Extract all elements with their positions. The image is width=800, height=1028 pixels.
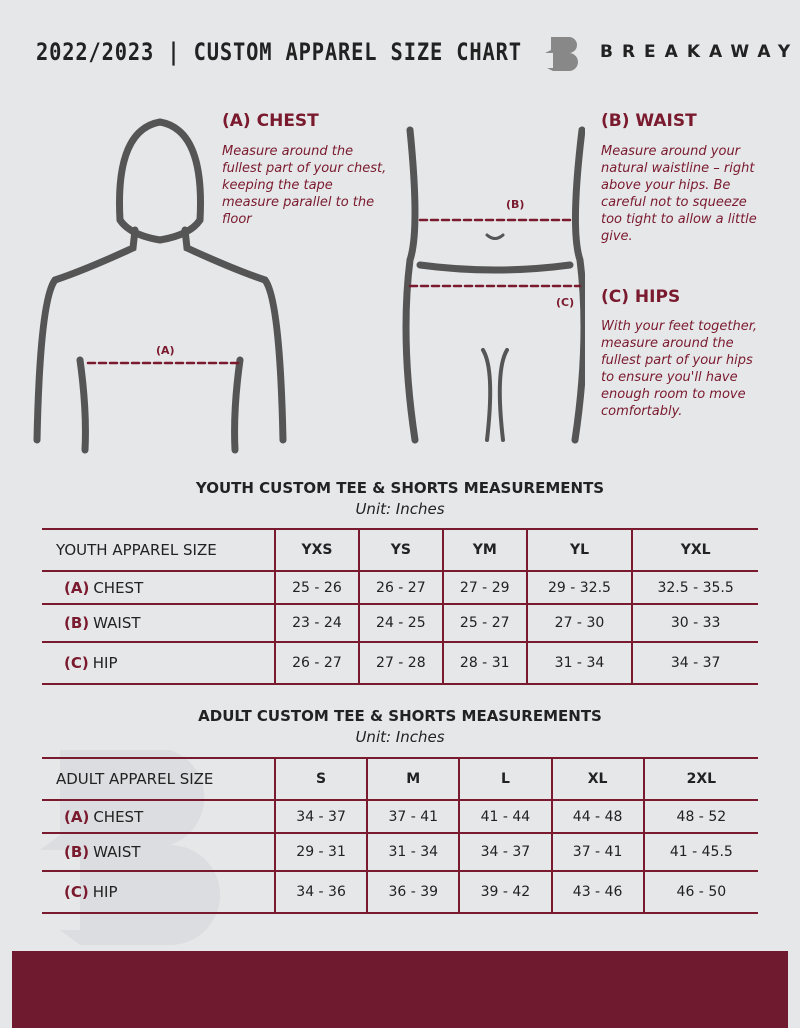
table-cell: 34 - 37 bbox=[273, 799, 368, 834]
table-cell: 31 - 34 bbox=[525, 641, 633, 685]
header-row: ADULT APPAREL SIZE S M L XL 2XL bbox=[42, 757, 758, 801]
row-letter: (C) bbox=[64, 654, 89, 672]
table-cell: 41 - 45.5 bbox=[642, 832, 758, 872]
table-row: (A) CHEST 34 - 37 37 - 41 41 - 44 44 - 48 48 -… bbox=[42, 799, 758, 834]
row-label: (C) HIP bbox=[42, 870, 275, 914]
brand-name: BREAKAWAY bbox=[600, 42, 800, 62]
table-cell: 27 - 29 bbox=[441, 570, 527, 605]
footer-bar bbox=[12, 951, 788, 1028]
chest-heading: (A) CHEST bbox=[222, 111, 319, 131]
table-cell: 32.5 - 35.5 bbox=[631, 570, 758, 605]
row-name: HIP bbox=[92, 654, 118, 672]
table-cell: 25 - 26 bbox=[274, 570, 359, 605]
row-label: (C) HIP bbox=[42, 641, 275, 685]
size-header: YXL bbox=[631, 528, 758, 572]
size-header: YM bbox=[441, 528, 527, 572]
waist-marker: (B) bbox=[506, 198, 525, 211]
size-header: XL bbox=[550, 757, 644, 801]
waist-heading: (B) WAIST bbox=[601, 111, 697, 131]
table-row: (B) WAIST 29 - 31 31 - 34 34 - 37 37 - 41 41 -… bbox=[42, 832, 758, 872]
table-cell: 29 - 31 bbox=[273, 832, 368, 872]
table-cell: 37 - 41 bbox=[550, 832, 644, 872]
table-cell: 30 - 33 bbox=[631, 603, 758, 643]
hips-marker: (C) bbox=[556, 296, 575, 309]
waist-instructions: Measure around your natural waistline – … bbox=[601, 144, 757, 244]
row-letter: (A) bbox=[64, 578, 90, 597]
youth-unit: Unit: Inches bbox=[355, 500, 445, 518]
row-letter: (B) bbox=[64, 843, 90, 861]
table-cell: 23 - 24 bbox=[274, 603, 359, 643]
size-header: M bbox=[366, 757, 460, 801]
row-name: HIP bbox=[92, 883, 118, 901]
table-cell: 31 - 34 bbox=[366, 832, 460, 872]
chest-marker: (A) bbox=[156, 344, 175, 357]
row-name: CHEST bbox=[93, 807, 144, 826]
size-header: YXS bbox=[274, 528, 359, 572]
adult-table-title: ADULT CUSTOM TEE & SHORTS MEASUREMENTS bbox=[198, 707, 602, 725]
youth-table-title: YOUTH CUSTOM TEE & SHORTS MEASUREMENTS bbox=[195, 479, 605, 497]
size-header: YL bbox=[525, 528, 633, 572]
table-cell: 43 - 46 bbox=[550, 870, 644, 914]
table-row: (A) CHEST 25 - 26 26 - 27 27 - 29 29 - 32.5 32… bbox=[42, 570, 758, 605]
table-row: (C) HIP 34 - 36 36 - 39 39 - 42 43 - 46 46 - 5… bbox=[42, 870, 758, 914]
table-cell: 28 - 31 bbox=[441, 641, 527, 685]
header-row: YOUTH APPAREL SIZE YXS YS YM YL YXL bbox=[42, 528, 758, 572]
adult-size-table: ADULT APPAREL SIZE S M L XL 2XL (A) CHEST 34 - 3… bbox=[42, 757, 758, 914]
row-label: (B) WAIST bbox=[42, 603, 275, 643]
size-label: YOUTH APPAREL SIZE bbox=[42, 528, 275, 572]
size-header: 2XL bbox=[642, 757, 758, 801]
table-cell: 27 - 28 bbox=[357, 641, 443, 685]
table-cell: 44 - 48 bbox=[550, 799, 644, 834]
row-name: CHEST bbox=[93, 578, 144, 597]
table-row: (C) HIP 26 - 27 27 - 28 28 - 31 31 - 34 34 - 3… bbox=[42, 641, 758, 685]
table-row: (B) WAIST 23 - 24 24 - 25 25 - 27 27 - 30 30 -… bbox=[42, 603, 758, 643]
chest-instructions: Measure around the fullest part of your … bbox=[222, 144, 387, 227]
row-letter: (C) bbox=[64, 883, 89, 901]
table-cell: 27 - 30 bbox=[525, 603, 633, 643]
row-label: (A) CHEST bbox=[42, 570, 275, 605]
size-header: L bbox=[458, 757, 552, 801]
table-cell: 37 - 41 bbox=[366, 799, 460, 834]
row-name: WAIST bbox=[93, 614, 141, 632]
size-header: S bbox=[273, 757, 368, 801]
table-cell: 34 - 36 bbox=[273, 870, 368, 914]
table-cell: 25 - 27 bbox=[441, 603, 527, 643]
hips-instructions: With your feet together, measure around … bbox=[601, 319, 758, 419]
breakaway-logo-icon bbox=[545, 37, 578, 71]
size-header: YS bbox=[357, 528, 443, 572]
hips-heading: (C) HIPS bbox=[601, 287, 681, 307]
table-cell: 46 - 50 bbox=[642, 870, 758, 914]
row-letter: (A) bbox=[64, 807, 90, 826]
adult-unit: Unit: Inches bbox=[355, 728, 445, 746]
table-cell: 39 - 42 bbox=[458, 870, 552, 914]
youth-size-table: YOUTH APPAREL SIZE YXS YS YM YL YXL (A) CHEST 25… bbox=[42, 528, 758, 685]
page-title: 2022/2023 | CUSTOM APPAREL SIZE CHART bbox=[36, 38, 522, 66]
row-name: WAIST bbox=[93, 843, 141, 861]
table-cell: 48 - 52 bbox=[642, 799, 758, 834]
row-label: (A) CHEST bbox=[42, 799, 275, 834]
row-letter: (B) bbox=[64, 614, 90, 632]
table-cell: 26 - 27 bbox=[357, 570, 443, 605]
table-cell: 36 - 39 bbox=[366, 870, 460, 914]
size-label: ADULT APPAREL SIZE bbox=[42, 757, 275, 801]
row-label: (B) WAIST bbox=[42, 832, 275, 872]
table-cell: 24 - 25 bbox=[357, 603, 443, 643]
table-cell: 34 - 37 bbox=[458, 832, 552, 872]
table-cell: 34 - 37 bbox=[631, 641, 758, 685]
body-silhouette-illustration bbox=[33, 118, 585, 454]
table-cell: 26 - 27 bbox=[274, 641, 359, 685]
table-cell: 41 - 44 bbox=[458, 799, 552, 834]
table-cell: 29 - 32.5 bbox=[525, 570, 633, 605]
